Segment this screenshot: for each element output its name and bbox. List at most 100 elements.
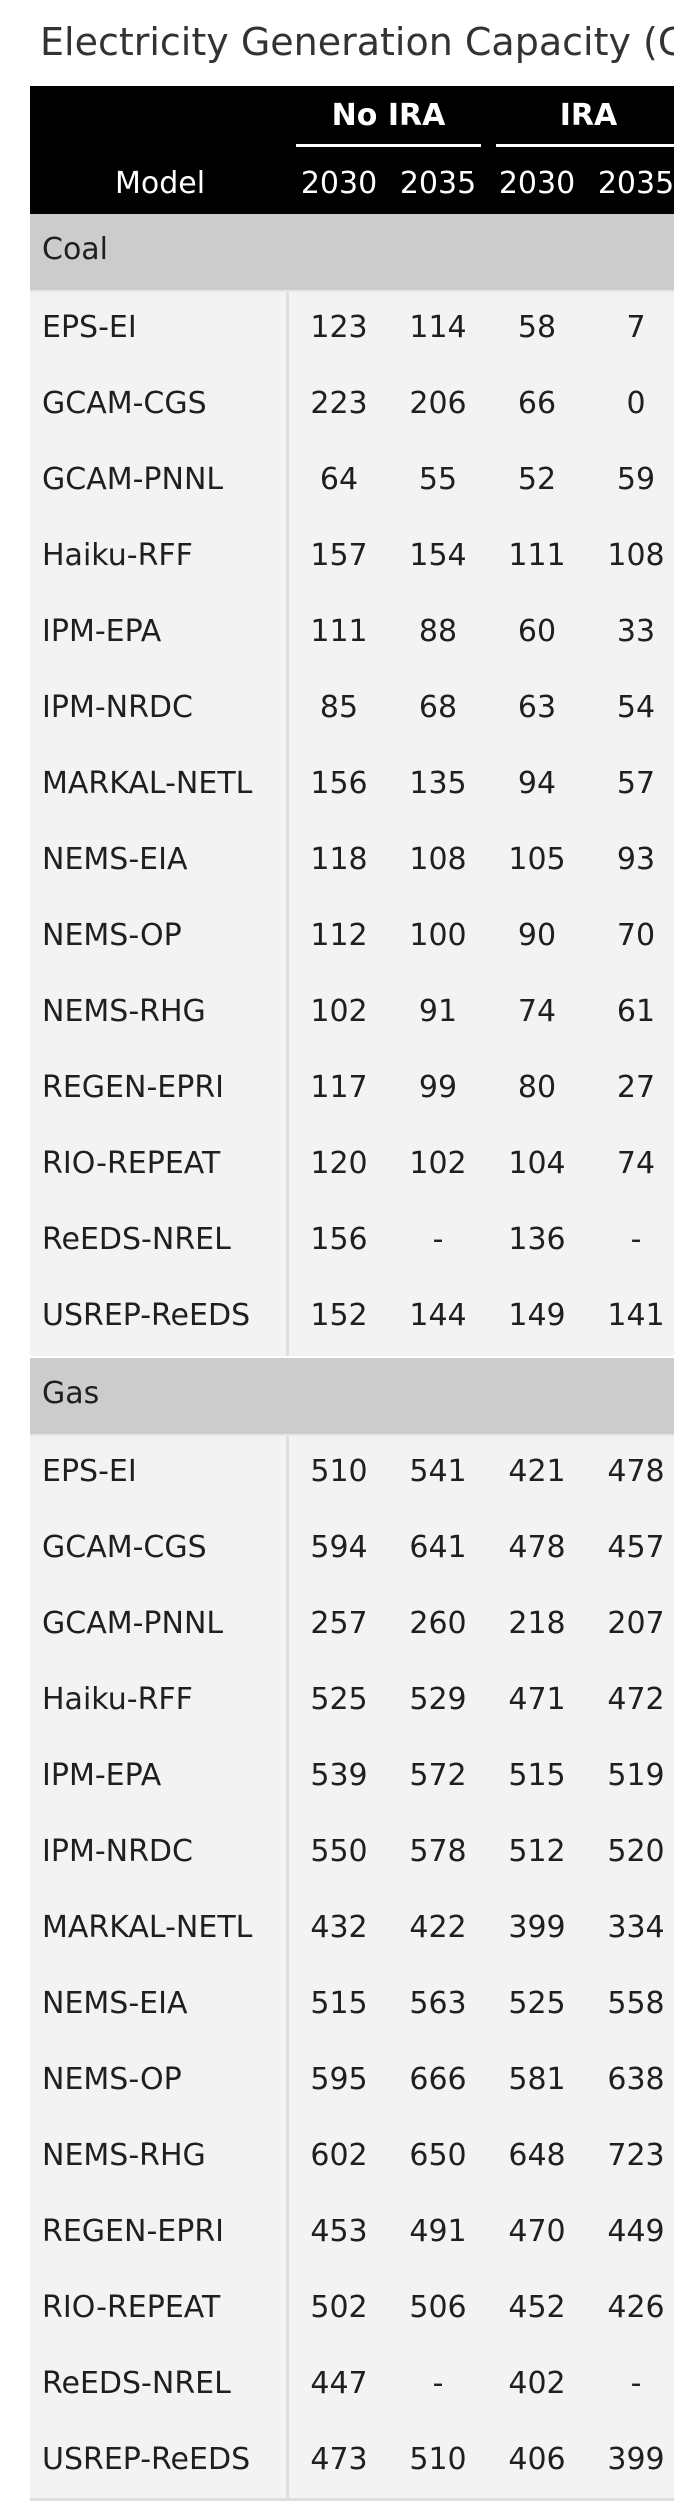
cell-no-ira-2035: 572	[409, 1758, 467, 1793]
cell-ira-2030: 470	[508, 2214, 566, 2249]
group-underline-ira	[496, 144, 674, 147]
model-name: Haiku-RFF	[42, 1682, 193, 1717]
table-row: NEMS-RHG 102 91 74 61	[30, 976, 674, 1052]
cell-no-ira-2035: -	[432, 2366, 444, 2401]
table-row: NEMS-EIA 515 563 525 558	[30, 1968, 674, 2044]
cell-ira-2035: 334	[607, 1910, 665, 1945]
cell-ira-2035: 519	[607, 1758, 665, 1793]
cell-ira-2030: 60	[517, 614, 557, 649]
model-name: EPS-EI	[42, 1454, 137, 1489]
cell-no-ira-2035: 135	[409, 766, 467, 801]
cell-no-ira-2030: 223	[310, 386, 368, 421]
cell-no-ira-2035: 563	[409, 1986, 467, 2021]
table-row: EPS-EI 123 114 58 7	[30, 292, 674, 368]
cell-ira-2030: 581	[508, 2062, 566, 2097]
cell-no-ira-2030: 152	[310, 1298, 368, 1333]
cell-ira-2035: 33	[616, 614, 656, 649]
column-separator	[286, 292, 289, 1356]
cell-ira-2030: 66	[517, 386, 557, 421]
table-row: IPM-EPA 111 88 60 33	[30, 596, 674, 672]
cell-no-ira-2035: 506	[409, 2290, 467, 2325]
model-name: GCAM-PNNL	[42, 1606, 224, 1641]
table-header: No IRA IRA Model 2030 2035 2030 2035	[30, 86, 674, 214]
table-title: Electricity Generation Capacity (GW)	[40, 20, 674, 64]
cell-no-ira-2035: 144	[409, 1298, 467, 1333]
table-row: Haiku-RFF 157 154 111 108	[30, 520, 674, 596]
section-body-coal: EPS-EI 123 114 58 7 GCAM-CGS 223 206 66 …	[30, 292, 674, 1356]
cell-ira-2035: 61	[616, 994, 656, 1029]
cell-no-ira-2030: 156	[310, 1222, 368, 1257]
model-name: ReEDS-NREL	[42, 2366, 231, 2401]
cell-no-ira-2035: 578	[409, 1834, 467, 1869]
cell-no-ira-2035: 491	[409, 2214, 467, 2249]
model-name: NEMS-OP	[42, 2062, 182, 2097]
section-body-gas: EPS-EI 510 541 421 478 GCAM-CGS 594 641 …	[30, 1436, 674, 2498]
cell-ira-2035: 93	[616, 842, 656, 877]
cell-ira-2030: 105	[508, 842, 566, 877]
cell-no-ira-2030: 502	[310, 2290, 368, 2325]
model-name: USREP-ReEDS	[42, 2442, 251, 2477]
table-row: USREP-ReEDS 152 144 149 141	[30, 1280, 674, 1356]
cell-ira-2035: 207	[607, 1606, 665, 1641]
section-label: Coal	[42, 232, 109, 267]
model-name: RIO-REPEAT	[42, 1146, 221, 1181]
table-row: EPS-EI 510 541 421 478	[30, 1436, 674, 1512]
cell-ira-2030: 58	[517, 310, 557, 345]
cell-no-ira-2035: 154	[409, 538, 467, 573]
cell-ira-2030: 452	[508, 2290, 566, 2325]
cell-ira-2035: 27	[616, 1070, 656, 1105]
cell-ira-2035: 472	[607, 1682, 665, 1717]
cell-no-ira-2030: 64	[319, 462, 359, 497]
table-row: ReEDS-NREL 447 - 402 -	[30, 2348, 674, 2424]
cell-ira-2035: 141	[607, 1298, 665, 1333]
model-name: IPM-EPA	[42, 614, 162, 649]
table-row: IPM-EPA 539 572 515 519	[30, 1740, 674, 1816]
cell-no-ira-2030: 123	[310, 310, 368, 345]
cell-ira-2035: 399	[607, 2442, 665, 2477]
section-header-coal: Coal	[30, 214, 674, 292]
cell-ira-2035: 478	[607, 1454, 665, 1489]
cell-no-ira-2030: 515	[310, 1986, 368, 2021]
model-name: REGEN-EPRI	[42, 1070, 225, 1105]
cell-no-ira-2035: 102	[409, 1146, 467, 1181]
cell-ira-2030: 63	[517, 690, 557, 725]
cell-ira-2035: 57	[616, 766, 656, 801]
section-header-gas: Gas	[30, 1358, 674, 1436]
model-name: MARKAL-NETL	[42, 766, 253, 801]
cell-no-ira-2030: 85	[319, 690, 359, 725]
cell-ira-2030: 136	[508, 1222, 566, 1257]
table-bottom-border	[30, 2498, 674, 2501]
cell-no-ira-2030: 102	[310, 994, 368, 1029]
cell-ira-2035: 74	[616, 1146, 656, 1181]
model-name: ReEDS-NREL	[42, 1222, 231, 1257]
cell-no-ira-2030: 111	[310, 614, 368, 649]
table-row: GCAM-CGS 223 206 66 0	[30, 368, 674, 444]
cell-ira-2035: -	[630, 1222, 642, 1257]
column-header-no-ira-2030: 2030	[300, 166, 378, 201]
cell-ira-2030: 90	[517, 918, 557, 953]
model-name: Haiku-RFF	[42, 538, 193, 573]
group-header-ira: IRA	[559, 98, 618, 133]
cell-ira-2030: 648	[508, 2138, 566, 2173]
cell-ira-2030: 512	[508, 1834, 566, 1869]
column-header-ira-2030: 2030	[498, 166, 576, 201]
cell-ira-2035: 54	[616, 690, 656, 725]
table-row: REGEN-EPRI 453 491 470 449	[30, 2196, 674, 2272]
group-header-no-ira: No IRA	[331, 98, 446, 133]
cell-no-ira-2030: 594	[310, 1530, 368, 1565]
cell-no-ira-2030: 447	[310, 2366, 368, 2401]
cell-no-ira-2030: 257	[310, 1606, 368, 1641]
table-row: IPM-NRDC 550 578 512 520	[30, 1816, 674, 1892]
cell-no-ira-2035: 641	[409, 1530, 467, 1565]
column-header-model: Model	[114, 166, 206, 201]
cell-ira-2030: 402	[508, 2366, 566, 2401]
model-name: NEMS-RHG	[42, 994, 206, 1029]
cell-ira-2030: 52	[517, 462, 557, 497]
table-row: GCAM-PNNL 64 55 52 59	[30, 444, 674, 520]
cell-ira-2035: 0	[626, 386, 646, 421]
cell-no-ira-2035: 541	[409, 1454, 467, 1489]
table-row: MARKAL-NETL 156 135 94 57	[30, 748, 674, 824]
model-name: NEMS-EIA	[42, 842, 188, 877]
section-label: Gas	[42, 1376, 100, 1411]
table-row: GCAM-CGS 594 641 478 457	[30, 1512, 674, 1588]
